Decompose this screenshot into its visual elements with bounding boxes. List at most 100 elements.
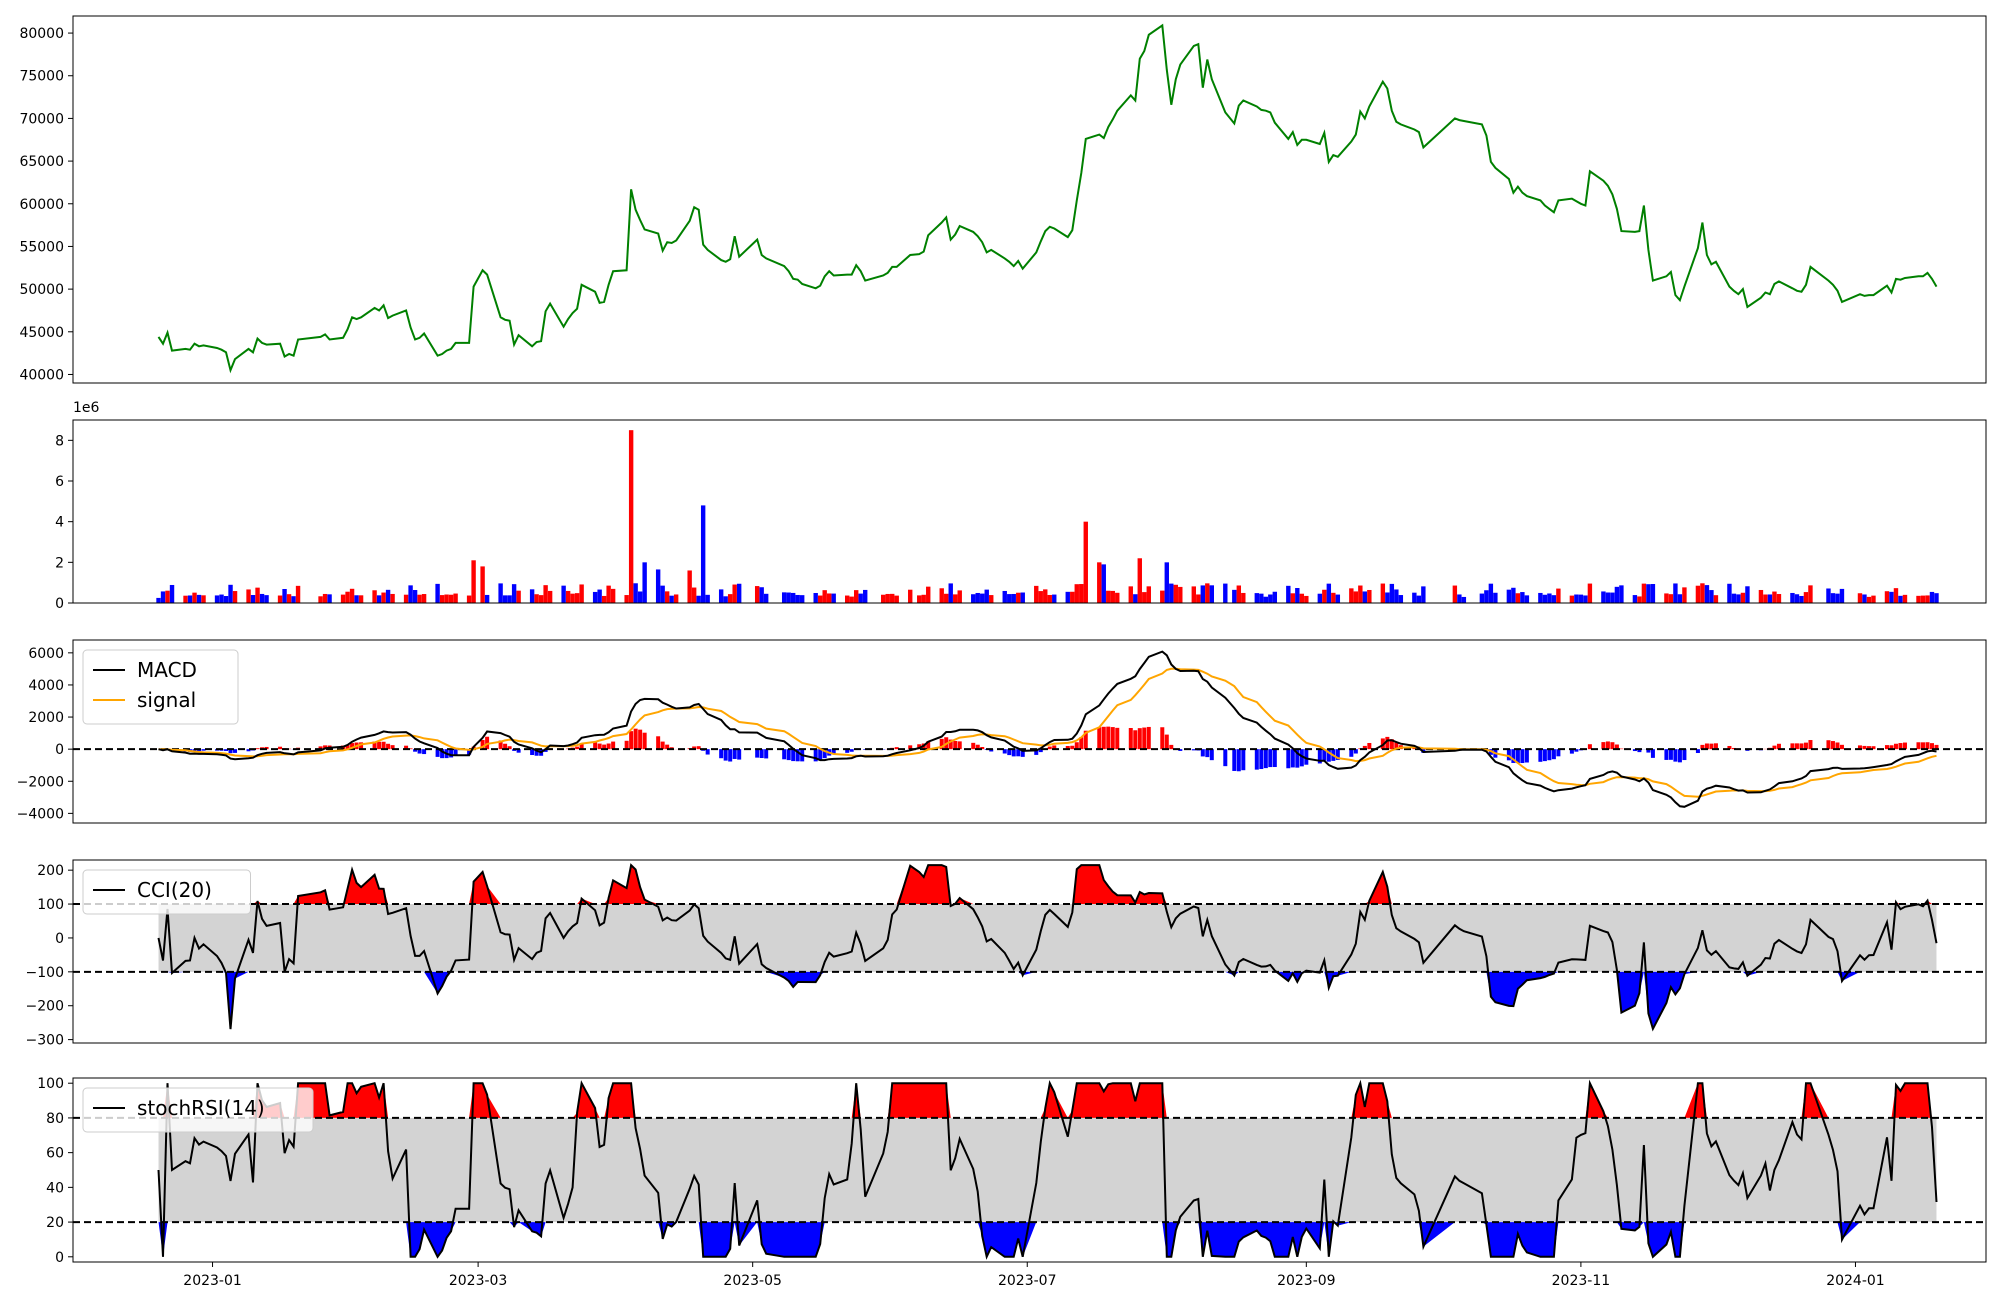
volume-bar <box>372 590 377 603</box>
macd-histogram-bar <box>1920 742 1925 750</box>
macd-histogram-bar <box>1866 746 1871 750</box>
macd-histogram-bar <box>1223 749 1228 767</box>
macd-histogram-bar <box>579 743 584 750</box>
macd-histogram-bar <box>1610 742 1615 750</box>
volume-bar <box>1799 595 1804 603</box>
macd-histogram-bar <box>377 741 382 750</box>
macd-histogram-bar <box>534 749 539 756</box>
volume-bar <box>1142 592 1147 603</box>
volume-bar <box>1664 593 1669 603</box>
volume-bar <box>466 595 472 603</box>
macd-histogram-bar <box>791 749 796 762</box>
x-tick-label: 2023-11 <box>1552 1273 1611 1289</box>
volume-bar <box>1115 592 1120 603</box>
volume-bar <box>1065 591 1070 603</box>
volume-bar <box>1515 593 1521 603</box>
volume-bar <box>790 592 796 603</box>
macd-histogram-bar <box>1871 746 1876 750</box>
volume-bar <box>660 585 665 603</box>
volume-bar <box>1164 562 1169 603</box>
macd-histogram-bar <box>602 744 607 750</box>
volume-bar <box>863 589 868 603</box>
x-tick-label: 2023-09 <box>1277 1273 1336 1289</box>
macd-histogram-bar <box>1637 749 1642 753</box>
macd-histogram-bar <box>404 745 409 750</box>
volume-bar <box>381 592 386 603</box>
macd-histogram-bar <box>530 749 535 756</box>
cci-overbought-fill <box>158 865 1937 905</box>
macd-histogram-bar <box>1839 744 1844 750</box>
volume-bar <box>1412 592 1417 603</box>
cci-ytick-label: −200 <box>26 999 64 1015</box>
macd-histogram-bar <box>1902 742 1907 750</box>
macd-histogram-bar <box>1646 749 1651 753</box>
macd-histogram-bar <box>1259 749 1264 770</box>
macd-histogram-bar <box>1052 745 1057 750</box>
cci-band-fill <box>158 904 1937 972</box>
volume-bar <box>1304 595 1309 603</box>
volume-bar <box>669 595 674 603</box>
volume-bar <box>894 595 899 603</box>
volume-bar <box>1632 595 1638 603</box>
volume-bar <box>781 592 787 603</box>
macd-histogram-bar <box>1115 727 1120 750</box>
volume-bar <box>570 593 575 603</box>
macd-histogram-bar <box>737 749 742 760</box>
volume-bar <box>1259 593 1264 603</box>
volume-bar <box>1488 583 1494 603</box>
macd-histogram-bar <box>728 749 733 762</box>
macd-histogram-bar <box>1326 749 1331 762</box>
volume-bar <box>1767 594 1773 603</box>
volume-bar <box>1506 589 1512 603</box>
macd-histogram-bar <box>1857 745 1862 750</box>
volume-bar <box>957 590 962 603</box>
macd-histogram-bar <box>1097 727 1102 750</box>
volume-bar <box>156 597 161 603</box>
volume-bar <box>1902 594 1908 603</box>
price-ytick-label: 45000 <box>19 325 64 341</box>
macd-histogram-bar <box>975 744 980 750</box>
volume-bar <box>1146 586 1151 603</box>
macd-histogram-bar <box>1146 726 1151 750</box>
cci-ytick-label: −100 <box>26 965 64 981</box>
macd-histogram-bar <box>386 743 391 750</box>
macd-histogram-bar <box>1682 749 1687 761</box>
volume-bar <box>1421 586 1426 603</box>
volume-bar <box>444 594 449 603</box>
macd-histogram-bar <box>764 749 769 759</box>
volume-bar <box>908 589 913 603</box>
volume-bar <box>1898 595 1903 603</box>
volume-bar <box>1677 594 1683 603</box>
volume-bar <box>390 593 395 603</box>
macd-histogram-bar <box>1317 749 1322 764</box>
volume-bar <box>885 593 890 603</box>
macd-histogram-bar <box>705 749 710 755</box>
volume-bar <box>1727 583 1732 603</box>
volume-bar <box>507 595 512 603</box>
volume-bar <box>858 593 863 603</box>
volume-bar <box>723 596 728 603</box>
macd-histogram-bar <box>192 749 197 752</box>
macd-histogram-bar <box>228 749 233 754</box>
macd-histogram-bar <box>1299 749 1304 767</box>
volume-bar <box>799 595 805 603</box>
macd-histogram-bar <box>1862 745 1867 750</box>
volume-bar <box>1133 594 1138 603</box>
volume-bar <box>1223 583 1228 603</box>
volume-bar <box>1461 596 1467 603</box>
cci-ytick-label: 200 <box>37 863 64 879</box>
macd-ytick-label: −4000 <box>17 806 64 822</box>
macd-histogram-bar <box>1254 749 1259 770</box>
macd-histogram-bar <box>224 749 229 751</box>
macd-histogram-bar <box>732 749 737 759</box>
macd-histogram-bar <box>1790 743 1795 750</box>
volume-bar <box>628 430 634 603</box>
volume-bar <box>354 595 359 603</box>
macd-histogram-bar <box>1083 730 1088 750</box>
cci-frame <box>72 859 1987 1044</box>
volume-bar <box>727 594 733 603</box>
macd-histogram-bar <box>1619 748 1624 750</box>
macd-histogram-bar <box>1776 743 1781 750</box>
volume-bar <box>1668 594 1674 603</box>
macd-histogram-bar <box>1515 749 1520 764</box>
